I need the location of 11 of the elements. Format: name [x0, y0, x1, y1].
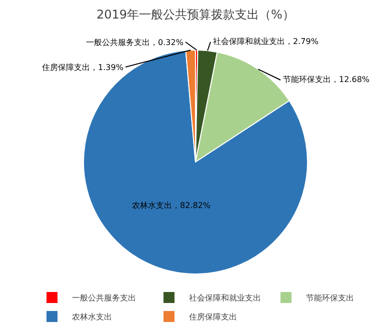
legend-label: 节能环保支出 [306, 294, 354, 303]
legend-label: 农林水支出 [72, 312, 112, 322]
data-label: 节能环保支出，12.68% [283, 75, 370, 84]
legend-label: 住房保障支出 [189, 312, 237, 322]
data-label: 社会保障和就业支出，2.79% [213, 37, 319, 46]
data-label: 住房保障支出，1.39% [42, 63, 124, 72]
data-label: 一般公共服务支出，0.32% [86, 38, 184, 47]
data-label: 农林水支出，82.82% [132, 201, 211, 210]
legend-label: 一般公共服务支出 [72, 294, 136, 303]
legend-label: 社会保障和就业支出 [189, 294, 261, 303]
chart-title: 2019年一般公共预算拨款支出（%） [96, 7, 294, 22]
